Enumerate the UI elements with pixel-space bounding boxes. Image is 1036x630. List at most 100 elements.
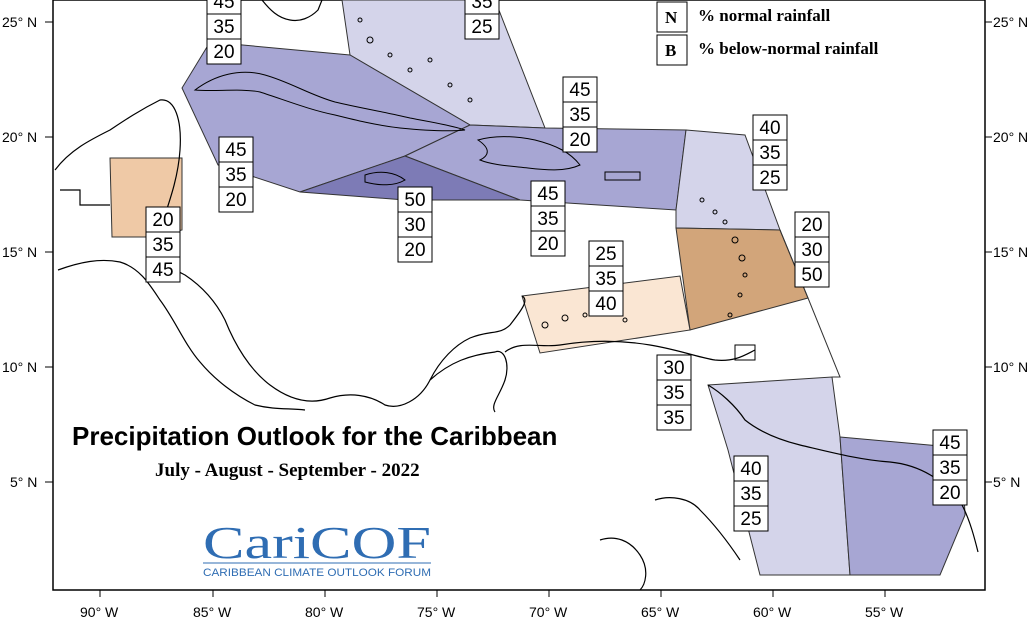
forecast-value: 25 — [740, 509, 761, 530]
forecast-value: 30 — [663, 358, 684, 379]
forecast-value: 35 — [740, 484, 761, 505]
lat-label: 20° N — [2, 129, 37, 145]
forecast-cell — [932, 454, 968, 481]
forecast-cell — [932, 429, 968, 456]
forecast-value: 35 — [537, 209, 558, 230]
forecast-cell — [397, 211, 433, 238]
tick-marks — [45, 21, 992, 597]
legend-box-b — [656, 34, 688, 66]
forecast-value: 35 — [213, 17, 234, 38]
forecast-cell — [145, 256, 181, 283]
forecast-cell — [218, 161, 254, 188]
lat-label: 10° N — [993, 359, 1028, 375]
forecast-value: 35 — [759, 143, 780, 164]
lon-label: 85° W — [193, 604, 232, 620]
forecast-value: 25 — [595, 244, 616, 265]
logo-tagline: CARIBBEAN CLIMATE OUTLOOK FORUM — [203, 567, 431, 579]
forecast-cell — [464, 13, 500, 40]
lat-label: 25° N — [993, 14, 1028, 30]
forecast-cell — [752, 139, 788, 166]
florida-coast — [261, 0, 323, 22]
forecast-box-abc-islands: 25 35 40 — [588, 240, 624, 317]
forecast-value: 50 — [404, 190, 425, 211]
forecast-cell — [656, 379, 692, 406]
forecast-cell — [145, 206, 181, 233]
forecast-value: 35 — [225, 165, 246, 186]
forecast-value: 40 — [595, 294, 616, 315]
forecast-box-suriname: 45 35 20 — [932, 429, 968, 506]
forecast-box-cuba: 45 35 20 — [218, 136, 254, 213]
forecast-cell — [932, 479, 968, 506]
forecast-cell — [752, 164, 788, 191]
forecast-regions — [109, 0, 966, 576]
lon-label: 65° W — [641, 604, 680, 620]
trinidad-island — [734, 344, 756, 361]
forecast-box-jamaica: 50 30 20 — [397, 186, 433, 263]
latitude-labels-left: 25° N 20° N 15° N 10° N 5° N — [2, 14, 37, 490]
forecast-value: 45 — [569, 80, 590, 101]
forecast-cell — [656, 354, 692, 381]
lon-label: 75° W — [417, 604, 456, 620]
forecast-value: 25 — [759, 168, 780, 189]
lon-label: 55° W — [865, 604, 904, 620]
lat-label: 15° N — [2, 244, 37, 260]
forecast-cell — [218, 186, 254, 213]
lesser-antilles-islands — [699, 197, 748, 318]
cuba-island — [193, 71, 466, 132]
map-subtitle: July - August - September - 2022 — [155, 460, 420, 481]
forecast-cell — [562, 76, 598, 103]
legend-label: % below-normal rainfall — [698, 39, 879, 58]
forecast-value: 35 — [471, 0, 492, 13]
south-america-interior — [599, 497, 741, 591]
forecast-box-leeward-islands: 40 35 25 — [752, 114, 788, 191]
south-america-north-coast — [429, 340, 756, 413]
forecast-value: 20 — [801, 215, 822, 236]
forecast-value: 40 — [759, 118, 780, 139]
forecast-value: 20 — [225, 190, 246, 211]
map-title: Precipitation Outlook for the Caribbean — [72, 421, 557, 451]
forecast-box-bahamas-west: 45 35 20 — [206, 0, 242, 65]
forecast-cell — [588, 290, 624, 317]
map-frame — [52, 0, 986, 591]
coastlines — [54, 0, 979, 591]
forecast-cell — [733, 505, 769, 532]
mexico-border — [60, 189, 110, 206]
forecast-value: 20 — [569, 130, 590, 151]
hispaniola-island — [476, 136, 581, 171]
forecast-value: 35 — [569, 105, 590, 126]
forecast-cell — [562, 101, 598, 128]
forecast-value: 50 — [801, 265, 822, 286]
forecast-value: 20 — [537, 234, 558, 255]
legend-letter: N — [665, 8, 678, 27]
forecast-value: 30 — [801, 240, 822, 261]
forecast-box-hispaniola: 45 35 20 — [562, 76, 598, 153]
forecast-value: 20 — [404, 240, 425, 261]
probability-boxes: 4535203525453520453520403525203545503020… — [145, 0, 968, 532]
forecast-cell — [562, 126, 598, 153]
lat-label: 25° N — [2, 14, 37, 30]
logo-wordmark: CariCOF — [203, 517, 431, 568]
forecast-value: 40 — [740, 459, 761, 480]
forecast-cell — [530, 205, 566, 232]
legend: N % normal rainfall B % below-normal rai… — [656, 1, 879, 66]
forecast-cell — [656, 404, 692, 431]
legend-box-n — [656, 1, 688, 33]
forecast-cell — [206, 38, 242, 65]
central-america-pacific — [57, 259, 306, 411]
forecast-value: 45 — [939, 433, 960, 454]
forecast-cell — [530, 230, 566, 257]
legend-label: % normal rainfall — [698, 6, 830, 25]
puerto-rico-island — [604, 171, 641, 181]
forecast-cell — [794, 211, 830, 238]
forecast-box-caribbean-south-central: 45 35 20 — [530, 180, 566, 257]
forecast-value: 45 — [225, 140, 246, 161]
forecast-box-belize: 20 35 45 — [145, 206, 181, 283]
lat-label: 5° N — [10, 474, 37, 490]
bahamas-islands — [357, 17, 473, 103]
forecast-value: 20 — [152, 210, 173, 231]
legend-letter: B — [665, 41, 676, 60]
forecast-value: 35 — [152, 235, 173, 256]
central-america-coast — [54, 99, 526, 407]
lon-label: 90° W — [80, 604, 119, 620]
